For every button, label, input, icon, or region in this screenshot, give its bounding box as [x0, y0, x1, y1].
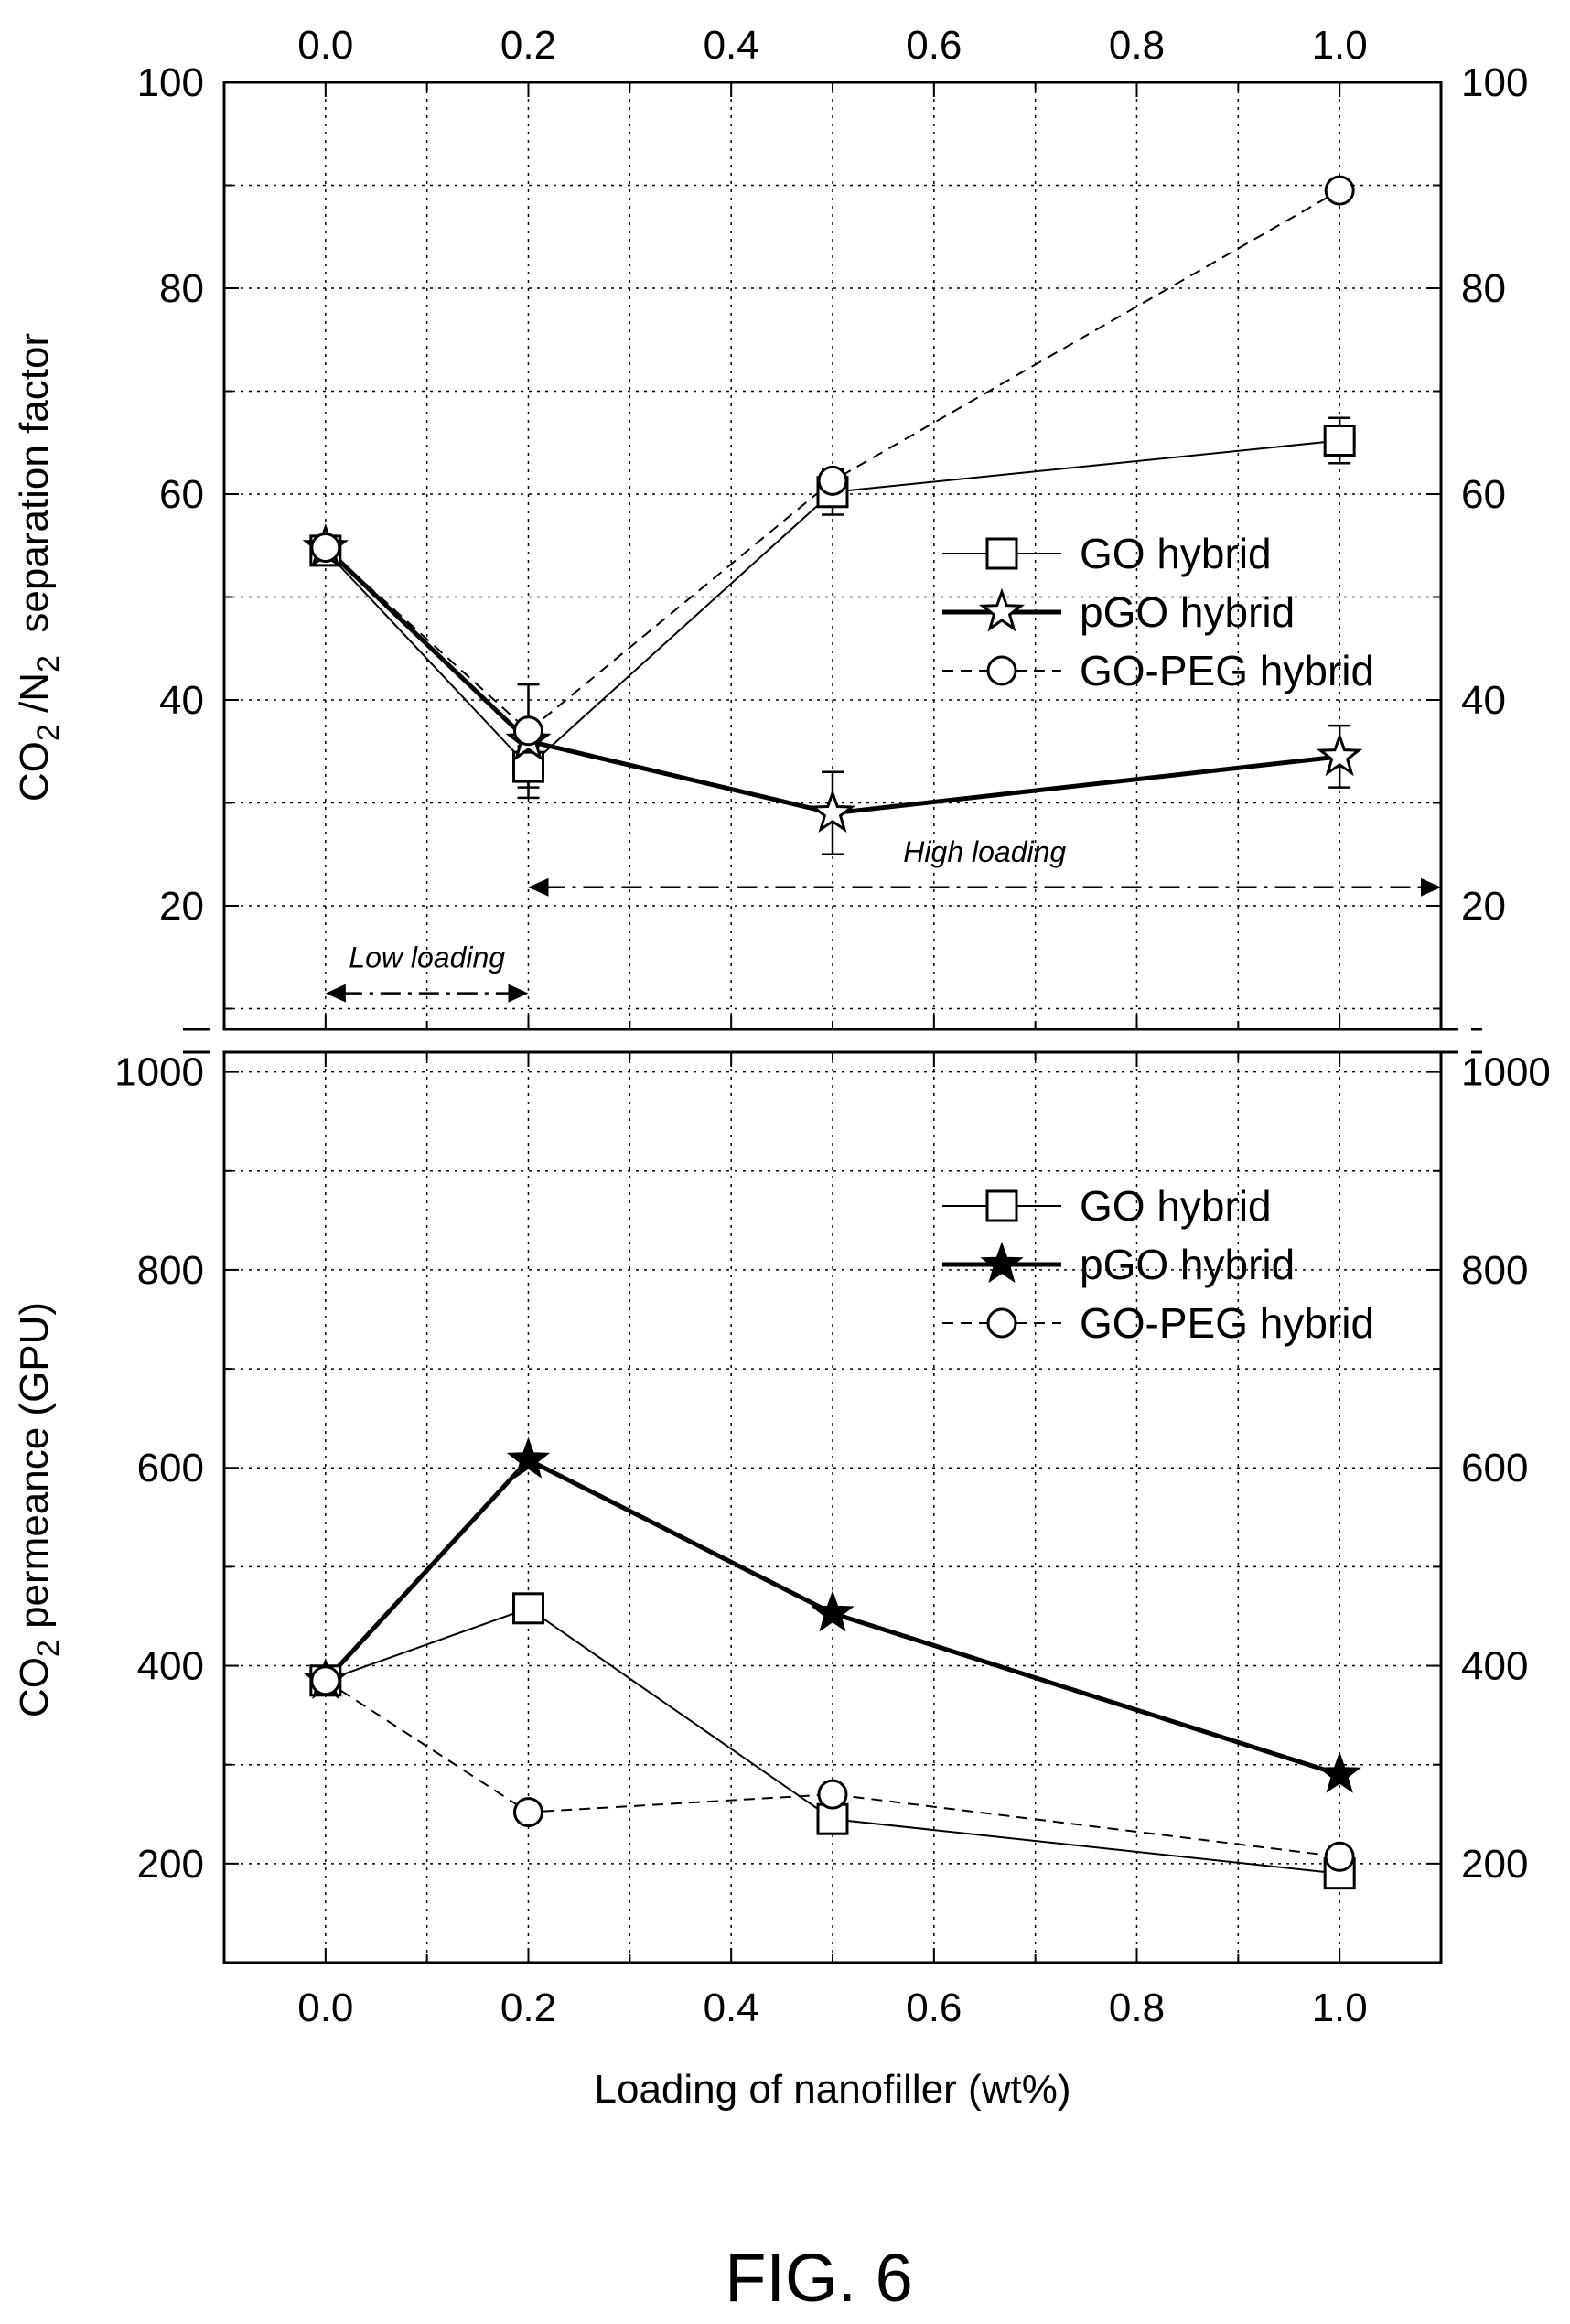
bottom-y-axis-label: CO2 permeance (GPU) — [12, 1302, 66, 1717]
series-line-2 — [325, 189, 1340, 732]
x-tick-label: 0.4 — [704, 1985, 759, 2030]
bottom-series-group — [304, 1436, 1361, 1890]
top-axis-ticks: 0.0 0.2 0.4 0.6 0.8 1.0 20 20 40 40 60 60 80 80 100 100 — [137, 23, 1528, 1029]
y-tick-label-left: 60 — [159, 472, 204, 517]
top-panel: 0.0 0.2 0.4 0.6 0.8 1.0 20 20 40 40 60 60 80 80 100 100… — [12, 23, 1528, 1031]
x-tick-label: 0.0 — [297, 1985, 353, 2030]
y-tick-label-left: 20 — [159, 884, 204, 929]
top-ylabel-co: CO — [12, 741, 57, 802]
data-point-2-1 — [513, 1797, 543, 1828]
y-tick-label-right: 100 — [1461, 60, 1528, 105]
top-annotations: Low loading High loading — [325, 835, 1441, 1003]
y-tick-label-right: 200 — [1461, 1842, 1528, 1887]
series-line-0 — [325, 439, 1340, 769]
x-tick-label-top: 0.2 — [500, 23, 556, 68]
y-tick-label-left: 1000 — [114, 1050, 204, 1095]
x-tick-label-top: 1.0 — [1312, 23, 1368, 68]
bottom-legend: GO hybrid pGO hybrid GO-PEG hybrid — [942, 1182, 1374, 1347]
bottom-ylabel-sub: 2 — [31, 1640, 66, 1657]
y-tick-label-right: 40 — [1461, 678, 1506, 723]
data-point-0-1 — [512, 1592, 544, 1625]
data-point-2-1 — [513, 715, 543, 747]
data-point-2-0 — [310, 533, 341, 563]
y-tick-label-right: 800 — [1461, 1248, 1528, 1293]
top-ylabel-sub1: 2 — [31, 724, 66, 741]
top-y-axis-label: CO2 /N2 separation factor — [12, 333, 66, 802]
x-axis-label: Loading of nanofiller (wt%) — [595, 2067, 1071, 2112]
y-tick-label-right: 60 — [1461, 472, 1506, 517]
legend-marker-0 — [985, 1189, 1018, 1222]
data-point-2-0 — [310, 1665, 341, 1696]
data-point-1-3 — [1317, 1751, 1361, 1793]
y-tick-label-right: 20 — [1461, 884, 1506, 929]
x-tick-label-top: 0.0 — [297, 23, 353, 68]
legend-label-1: pGO hybrid — [1080, 1241, 1295, 1288]
legend-marker-0 — [985, 537, 1018, 570]
legend-marker-1 — [980, 1242, 1024, 1284]
annotation-arrowhead-0 — [325, 984, 346, 1003]
top-legend: GO hybrid pGO hybrid GO-PEG hybrid — [942, 530, 1374, 694]
y-tick-label-right: 600 — [1461, 1446, 1528, 1490]
figure-label: FIG. 6 — [725, 2240, 913, 2316]
bottom-panel: 0.0 0.2 0.4 0.6 0.8 1.0 200 200 400 400 600 600 800 8… — [12, 1050, 1551, 2112]
y-tick-label-left: 400 — [137, 1644, 204, 1689]
y-tick-label-left: 40 — [159, 678, 204, 723]
y-tick-label-left: 100 — [137, 60, 204, 105]
x-tick-label-top: 0.4 — [704, 23, 759, 68]
bottom-ylabel-rest: permeance (GPU) — [12, 1302, 57, 1640]
annotation-arrowhead-1 — [528, 877, 549, 897]
x-tick-label: 0.6 — [906, 1985, 962, 2030]
series-line-1 — [323, 1458, 1340, 1777]
data-point-2-3 — [1324, 175, 1355, 206]
y-tick-label-left: 600 — [137, 1446, 204, 1490]
legend-label-2: GO-PEG hybrid — [1080, 647, 1374, 694]
legend-label-0: GO hybrid — [1080, 530, 1272, 577]
data-point-1-2 — [811, 1590, 855, 1632]
series-line-2 — [325, 1679, 1340, 1858]
top-grid — [224, 82, 1441, 1029]
y-tick-label-right: 1000 — [1461, 1050, 1551, 1095]
x-tick-label-top: 0.6 — [906, 23, 962, 68]
legend-label-1: pGO hybrid — [1080, 588, 1295, 636]
legend-label-0: GO hybrid — [1080, 1182, 1272, 1230]
top-series-group — [302, 175, 1363, 855]
legend-marker-2 — [986, 655, 1017, 686]
legend-marker-1 — [978, 587, 1026, 632]
annotation-arrowhead-1 — [1421, 877, 1441, 897]
annotation-arrowhead-0 — [508, 984, 529, 1003]
legend-label-2: GO-PEG hybrid — [1080, 1299, 1374, 1347]
legend-marker-2 — [986, 1307, 1017, 1339]
y-tick-label-right: 80 — [1461, 266, 1506, 311]
data-point-2-2 — [817, 465, 848, 496]
data-point-1-1 — [506, 1436, 551, 1479]
top-ylabel-rest: separation factor — [12, 333, 57, 655]
y-tick-label-left: 80 — [159, 266, 204, 311]
y-tick-label-left: 800 — [137, 1248, 204, 1293]
series-line-0 — [325, 1607, 1340, 1875]
x-tick-label: 0.2 — [500, 1985, 556, 2030]
x-tick-label: 0.8 — [1109, 1985, 1165, 2030]
data-point-0-3 — [1323, 425, 1356, 457]
x-tick-label: 1.0 — [1312, 1985, 1368, 2030]
data-point-1-2 — [809, 789, 856, 834]
bottom-axis-ticks: 0.0 0.2 0.4 0.6 0.8 1.0 200 200 400 400 600 600 800 8… — [114, 1050, 1551, 2030]
top-ylabel-sub2: 2 — [31, 655, 66, 672]
y-tick-label-right: 400 — [1461, 1644, 1528, 1689]
x-tick-label-top: 0.8 — [1109, 23, 1165, 68]
data-point-1-3 — [1316, 732, 1363, 777]
data-point-2-2 — [817, 1779, 848, 1810]
top-ylabel-n: /N — [12, 672, 57, 724]
bottom-ylabel-co: CO — [12, 1657, 57, 1717]
y-tick-label-left: 200 — [137, 1842, 204, 1887]
annotation-label-0: Low loading — [349, 941, 505, 974]
data-point-2-3 — [1324, 1841, 1355, 1872]
series-line-1 — [324, 545, 1340, 816]
annotation-label-1: High loading — [903, 835, 1066, 868]
